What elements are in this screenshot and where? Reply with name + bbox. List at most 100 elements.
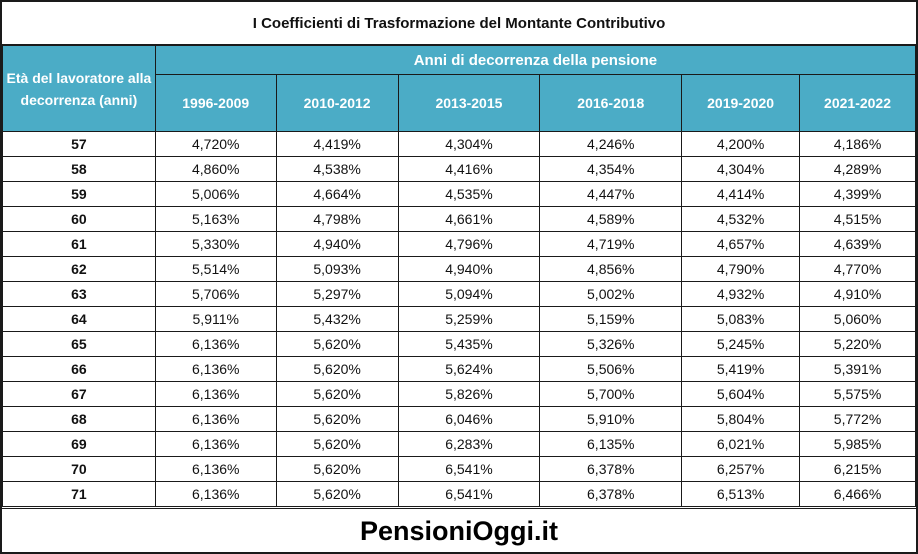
coefficient-cell: 5,083% xyxy=(681,306,801,332)
coefficient-cell: 5,330% xyxy=(154,231,277,257)
coefficient-cell: 5,620% xyxy=(275,381,399,407)
coefficient-cell: 4,515% xyxy=(799,206,916,232)
coefficient-cell: 5,506% xyxy=(539,356,683,382)
table-row: 57 4,720% 4,419% 4,304% 4,246% 4,200% 4,186% xyxy=(2,131,916,157)
coefficient-cell: 4,856% xyxy=(539,256,683,282)
coefficient-cell: 5,220% xyxy=(799,331,916,357)
age-cell: 58 xyxy=(2,156,156,182)
coefficient-cell: 4,414% xyxy=(681,181,801,207)
table-row: 58 4,860% 4,538% 4,416% 4,354% 4,304% 4,289% xyxy=(2,156,916,182)
coefficient-cell: 6,466% xyxy=(799,481,916,507)
coefficient-cell: 5,620% xyxy=(275,431,399,457)
coefficient-cell: 4,657% xyxy=(681,231,801,257)
coefficient-cell: 5,094% xyxy=(397,281,541,307)
coefficient-cell: 4,798% xyxy=(275,206,399,232)
table-row: 59 5,006% 4,664% 4,535% 4,447% 4,414% 4,399% xyxy=(2,181,916,207)
coefficient-cell: 4,790% xyxy=(681,256,801,282)
coefficient-cell: 5,804% xyxy=(681,406,801,432)
age-cell: 62 xyxy=(2,256,156,282)
coefficient-cell: 5,326% xyxy=(539,331,683,357)
coefficient-cell: 4,535% xyxy=(397,181,541,207)
age-cell: 63 xyxy=(2,281,156,307)
age-column-header: Età del lavoratore alla decorrenza (anni… xyxy=(2,45,156,132)
coefficient-cell: 6,136% xyxy=(154,331,277,357)
year-header-2013-2015: 2013-2015 xyxy=(397,74,541,132)
coefficient-cell: 6,541% xyxy=(397,456,541,482)
table-row: 70 6,136% 5,620% 6,541% 6,378% 6,257% 6,215% xyxy=(2,456,916,482)
coefficient-cell: 6,378% xyxy=(539,456,683,482)
coefficient-cell: 5,093% xyxy=(275,256,399,282)
coefficient-cell: 5,391% xyxy=(799,356,916,382)
table-title: I Coefficienti di Trasformazione del Mon… xyxy=(2,2,916,45)
coefficient-cell: 5,159% xyxy=(539,306,683,332)
coefficient-cell: 5,772% xyxy=(799,406,916,432)
table-row: 62 5,514% 5,093% 4,940% 4,856% 4,790% 4,770% xyxy=(2,256,916,282)
coefficient-cell: 5,514% xyxy=(154,256,277,282)
coefficient-cell: 4,639% xyxy=(799,231,916,257)
coefficient-cell: 5,163% xyxy=(154,206,277,232)
coefficient-cell: 6,021% xyxy=(681,431,801,457)
coefficient-cell: 4,416% xyxy=(397,156,541,182)
coefficient-cell: 4,447% xyxy=(539,181,683,207)
coefficient-cell: 6,215% xyxy=(799,456,916,482)
age-cell: 67 xyxy=(2,381,156,407)
coefficient-cell: 4,860% xyxy=(154,156,277,182)
coefficient-cell: 6,378% xyxy=(539,481,683,507)
coefficient-cell: 5,060% xyxy=(799,306,916,332)
coefficient-cell: 5,435% xyxy=(397,331,541,357)
coefficient-cell: 6,283% xyxy=(397,431,541,457)
coefficient-cell: 6,136% xyxy=(154,481,277,507)
coefficient-cell: 6,136% xyxy=(154,356,277,382)
coefficient-cell: 4,719% xyxy=(539,231,683,257)
coefficient-cell: 5,259% xyxy=(397,306,541,332)
coefficient-cell: 5,419% xyxy=(681,356,801,382)
coefficient-cell: 4,304% xyxy=(397,131,541,157)
decorrenza-group-header: Anni di decorrenza della pensione xyxy=(154,45,917,75)
table-row: 67 6,136% 5,620% 5,826% 5,700% 5,604% 5,575% xyxy=(2,381,916,407)
age-cell: 64 xyxy=(2,306,156,332)
coefficient-cell: 4,589% xyxy=(539,206,683,232)
year-header-2019-2020: 2019-2020 xyxy=(681,74,801,132)
coefficient-cell: 6,136% xyxy=(154,381,277,407)
coefficient-cell: 4,289% xyxy=(799,156,916,182)
coefficient-cell: 6,257% xyxy=(681,456,801,482)
age-cell: 60 xyxy=(2,206,156,232)
age-cell: 59 xyxy=(2,181,156,207)
age-cell: 57 xyxy=(2,131,156,157)
age-cell: 61 xyxy=(2,231,156,257)
coefficient-cell: 6,136% xyxy=(154,431,277,457)
year-header-2021-2022: 2021-2022 xyxy=(799,74,916,132)
age-cell: 71 xyxy=(2,481,156,507)
coefficient-cell: 4,770% xyxy=(799,256,916,282)
coefficient-cell: 5,620% xyxy=(275,406,399,432)
coefficient-cell: 4,538% xyxy=(275,156,399,182)
table-row: 61 5,330% 4,940% 4,796% 4,719% 4,657% 4,639% xyxy=(2,231,916,257)
coefficient-cell: 5,620% xyxy=(275,456,399,482)
year-header-2016-2018: 2016-2018 xyxy=(539,74,683,132)
site-brand-footer: PensioniOggi.it xyxy=(2,508,916,553)
age-cell: 69 xyxy=(2,431,156,457)
age-cell: 68 xyxy=(2,406,156,432)
coefficient-cell: 5,620% xyxy=(275,356,399,382)
coefficient-cell: 4,532% xyxy=(681,206,801,232)
coefficient-cell: 5,706% xyxy=(154,281,277,307)
table-row: 68 6,136% 5,620% 6,046% 5,910% 5,804% 5,772% xyxy=(2,406,916,432)
coefficient-cell: 4,200% xyxy=(681,131,801,157)
coefficient-cell: 5,006% xyxy=(154,181,277,207)
coefficient-cell: 4,246% xyxy=(539,131,683,157)
coefficient-cell: 4,661% xyxy=(397,206,541,232)
coefficient-cell: 5,297% xyxy=(275,281,399,307)
coefficient-cell: 5,700% xyxy=(539,381,683,407)
table-row: 63 5,706% 5,297% 5,094% 5,002% 4,932% 4,910% xyxy=(2,281,916,307)
coefficient-cell: 5,911% xyxy=(154,306,277,332)
coefficient-cell: 5,432% xyxy=(275,306,399,332)
coefficient-cell: 5,002% xyxy=(539,281,683,307)
year-header-2010-2012: 2010-2012 xyxy=(275,74,399,132)
coefficient-cell: 5,604% xyxy=(681,381,801,407)
table-row: 60 5,163% 4,798% 4,661% 4,589% 4,532% 4,515% xyxy=(2,206,916,232)
coefficient-cell: 5,985% xyxy=(799,431,916,457)
coefficient-cell: 6,541% xyxy=(397,481,541,507)
coefficients-table: Età del lavoratore alla decorrenza (anni… xyxy=(2,45,917,507)
coefficient-cell: 5,620% xyxy=(275,331,399,357)
age-cell: 70 xyxy=(2,456,156,482)
